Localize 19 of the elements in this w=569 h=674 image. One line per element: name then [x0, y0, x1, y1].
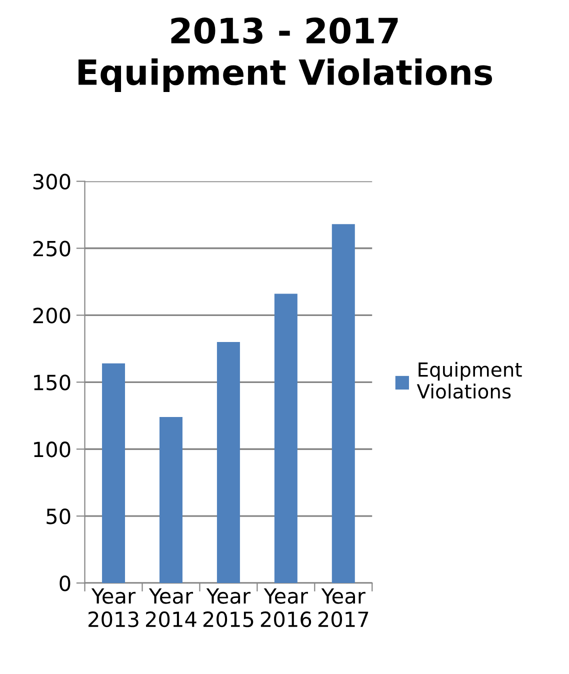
legend-label: Equipment Violations — [416, 362, 522, 399]
bar — [102, 363, 126, 584]
y-tick-label: 100 — [34, 442, 70, 458]
y-tick-label: 0 — [60, 575, 70, 592]
x-tick-label: Year 2017 — [318, 588, 368, 628]
chart-title: 2013 - 2017 Equipment Violations — [78, 17, 492, 92]
bar — [274, 294, 298, 584]
y-tick-label: 150 — [34, 374, 70, 390]
y-tick-label: 250 — [33, 240, 70, 256]
x-tick-label: Year 2015 — [203, 588, 254, 628]
x-tick-label: Year 2016 — [260, 588, 312, 628]
x-tick-label: Year 2014 — [146, 588, 196, 628]
x-tick-label: Year 2013 — [88, 588, 138, 628]
y-tick-label: 300 — [33, 174, 70, 190]
bar — [332, 224, 355, 584]
y-tick-label: 200 — [33, 308, 70, 324]
y-tick-label: 50 — [46, 508, 70, 524]
bar — [159, 416, 182, 584]
bar — [216, 342, 240, 584]
